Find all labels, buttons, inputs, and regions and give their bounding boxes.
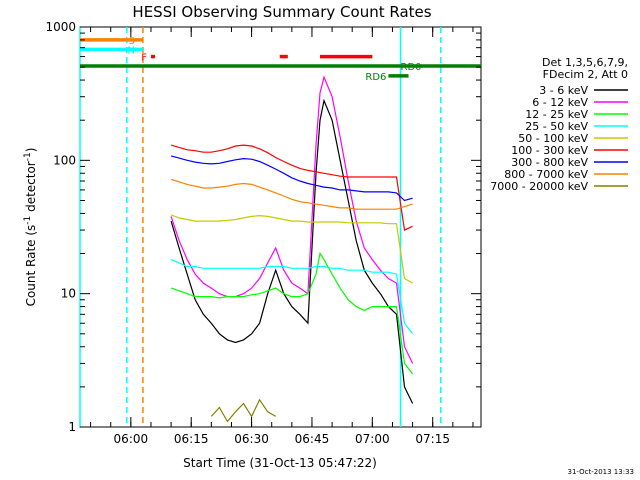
legend-header-1: Det 1,3,5,6,7,9, xyxy=(542,56,628,69)
annotation-label-S: S xyxy=(129,36,135,47)
y-tick-label-0: 1 xyxy=(68,420,76,434)
annotation-label-F: F xyxy=(141,53,147,64)
x-tick-label-0: 06:00 xyxy=(114,432,149,446)
legend-label-5: 100 - 300 keV xyxy=(511,144,588,157)
x-tick-label-4: 07:00 xyxy=(355,432,390,446)
plot-area xyxy=(79,26,482,428)
legend-label-7: 800 - 7000 keV xyxy=(504,168,588,181)
y-axis-label-exp2: -1 xyxy=(23,152,33,161)
legend-label-8: 7000 - 20000 keV xyxy=(490,180,588,193)
x-tick-label-3: 06:45 xyxy=(295,432,330,446)
chart-title: HESSI Observing Summary Count Rates xyxy=(132,3,431,21)
series-line-3 xyxy=(170,259,414,335)
y-axis-ticks: 1 10 100 1000 xyxy=(45,20,481,434)
series-line-5 xyxy=(170,144,413,231)
y-axis-label-main: Count Rate (s xyxy=(24,225,38,307)
x-tick-label-5: 07:15 xyxy=(415,432,450,446)
series-line-7 xyxy=(170,178,413,210)
x-tick-label-1: 06:15 xyxy=(174,432,209,446)
plot-frame xyxy=(79,26,482,428)
annotation-bars: SNF RD0 RD6 xyxy=(80,36,481,83)
legend-label-1: 6 - 12 keV xyxy=(532,96,588,109)
legend-header-2: FDecim 2, Att 0 xyxy=(543,68,628,81)
y-tick-label-1: 10 xyxy=(61,287,76,301)
y-axis-label-close: ) xyxy=(24,148,38,153)
x-axis-label: Start Time (31-Oct-13 05:47:22) xyxy=(183,456,377,470)
legend-label-4: 50 - 100 keV xyxy=(518,132,588,145)
y-axis-label-mid: detector xyxy=(24,161,38,216)
legend-label-3: 25 - 50 keV xyxy=(525,120,588,133)
series-group xyxy=(170,75,414,423)
series-line-1 xyxy=(170,75,414,364)
series-line-8 xyxy=(210,398,276,423)
legend-label-2: 12 - 25 keV xyxy=(525,108,588,121)
legend-label-0: 3 - 6 keV xyxy=(539,84,588,97)
series-line-4 xyxy=(170,214,413,284)
y-axis-label: Count Rate (s-1 detector-1) xyxy=(23,148,38,307)
legend: Det 1,3,5,6,7,9, FDecim 2, Att 0 3 - 6 k… xyxy=(490,56,628,193)
legend-label-6: 300 - 800 keV xyxy=(511,156,588,169)
footer-timestamp: 31-Oct-2013 13:33 xyxy=(568,468,634,476)
series-line-6 xyxy=(170,155,413,202)
y-tick-label-2: 100 xyxy=(53,153,76,167)
annotation-label-RD6: RD6 xyxy=(365,72,386,83)
x-axis-ticks: 06:00 06:15 06:30 06:45 07:00 07:15 xyxy=(90,27,474,446)
vertical-markers xyxy=(79,27,442,427)
y-axis-label-exp1: -1 xyxy=(23,216,33,225)
series-line-0 xyxy=(170,98,414,404)
annotation-label-RD0: RD0 xyxy=(401,62,422,73)
annotation-label-N: N xyxy=(127,45,134,56)
y-tick-label-3: 1000 xyxy=(45,20,76,34)
x-tick-label-2: 06:30 xyxy=(234,432,269,446)
series-line-2 xyxy=(170,251,414,375)
